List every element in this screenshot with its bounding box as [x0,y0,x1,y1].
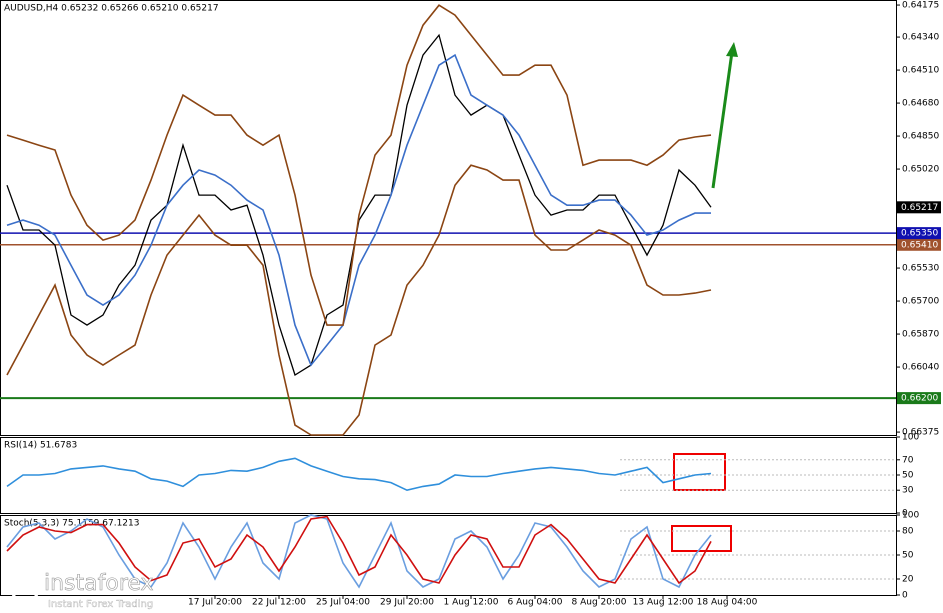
price-level-label: 0.65217 [901,203,938,213]
y-tick-label: 0.64850 [902,132,939,142]
panel-frame [0,0,897,436]
y-tick-label: 0.64175 [902,1,939,11]
y-tick-label: 50 [902,551,914,561]
highlight-box [671,525,732,552]
y-tick-label: 0.66375 [902,428,939,438]
series-line [6,4,712,326]
series-line [6,515,712,585]
y-tick-label: 100 [902,511,919,521]
price-level-label: 0.65410 [901,240,938,250]
y-tick-label: 0.65020 [902,165,939,175]
panel-title: RSI(14) 51.6783 [4,441,77,451]
price-level-box [897,392,941,405]
arrow [711,51,734,189]
y-tick-label: 20 [902,575,914,585]
y-tick-label: 0.65530 [902,264,939,274]
series-line [6,514,712,589]
y-tick-label: 0.64510 [902,66,939,76]
x-tick-label: 17 Jul 20:00 [188,598,242,608]
x-tick-label: 18 Aug 04:00 [697,598,758,608]
logo-tagline: Instant Forex Trading [48,599,153,610]
logo-icon [10,574,40,604]
y-tick-label: 50 [902,471,914,481]
arrow-head [726,42,738,57]
x-tick-label: 22 Jul 12:00 [252,598,306,608]
series-line [6,164,712,436]
logo-name: instaforex [44,571,154,596]
y-tick-label: 0.64680 [902,99,939,109]
series-line [6,53,711,367]
price-level-box [897,201,941,214]
y-tick-label: 0 [902,591,908,601]
x-tick-label: 29 Jul 20:00 [380,598,434,608]
x-tick-label: 8 Aug 20:00 [572,598,627,608]
y-tick-label: 0.64340 [902,33,939,43]
y-tick-label: 0 [902,509,908,519]
price-level-box [897,238,941,251]
y-tick-label: 80 [902,527,914,537]
series-line [6,457,712,492]
y-tick-label: 0.65870 [902,330,939,340]
panel-title: AUDUSD,H4 0.65232 0.65266 0.65210 0.6521… [4,4,219,14]
y-tick-label: 100 [902,433,919,443]
price-level-label: 0.65350 [901,229,938,239]
x-tick-label: 6 Aug 04:00 [508,598,563,608]
logo: instaforex Instant Forex Trading [10,571,154,610]
y-tick-label: 30 [902,486,914,496]
panel-title: Stoch(5,3,3) 75.1159 67.1213 [4,519,139,529]
y-tick-label: 70 [902,455,914,465]
highlight-box [673,453,726,491]
price-level-box [897,227,941,240]
y-tick-label: 0.65700 [902,297,939,307]
x-tick-label: 1 Aug 12:00 [444,598,499,608]
price-level-label: 0.66200 [901,394,938,404]
x-tick-label: 13 Aug 12:00 [633,598,694,608]
x-tick-label: 25 Jul 04:00 [316,598,370,608]
y-tick-label: 0.66040 [902,363,939,373]
